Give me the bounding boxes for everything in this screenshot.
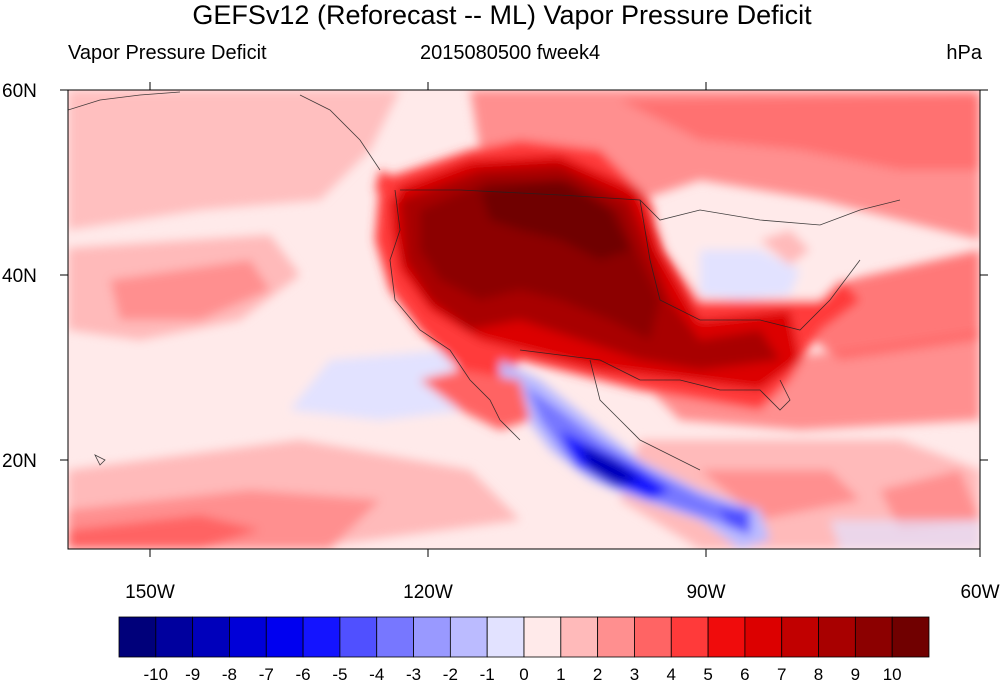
colorbar-swatch: [192, 616, 230, 658]
colorbar-swatch: [891, 616, 930, 658]
axis-ticks: [60, 82, 988, 557]
colorbar-label: 7: [777, 665, 786, 684]
colorbar-swatch: [597, 616, 635, 658]
colorbar-label: 8: [814, 665, 823, 684]
lon-label-120w: 120W: [403, 582, 453, 603]
forecast-time-label: 2015080500 fweek4: [420, 42, 601, 64]
colorbar-label: 9: [851, 665, 860, 684]
colorbar-label: 6: [740, 665, 749, 684]
colorbar-label: -9: [185, 665, 200, 684]
colorbar-label: -1: [480, 665, 495, 684]
colorbar-swatch: [670, 616, 709, 658]
lat-label-40n: 40N: [2, 266, 37, 287]
colorbar-label: 4: [667, 665, 676, 684]
colorbar-label: 5: [703, 665, 712, 684]
colorbar-label: 0: [519, 665, 528, 684]
colorbar-swatch: [413, 616, 451, 658]
map-frame: [67, 89, 981, 550]
colorbar-label: -5: [332, 665, 347, 684]
colorbar-swatch: [302, 616, 341, 658]
colorbar-swatch: [229, 616, 267, 658]
lat-label-60n: 60N: [2, 81, 37, 102]
colorbar-label: -6: [296, 665, 311, 684]
lon-label-90w: 90W: [686, 582, 725, 603]
colorbar-label: 2: [593, 665, 602, 684]
colorbar: -10 -9 -8 -7 -6 -5 -4 -3 -2 -1 0 1 2 3 4 5 6 7 8 9 10: [118, 616, 930, 684]
coastlines: [68, 91, 901, 471]
colorbar-swatch: [523, 616, 562, 658]
colorbar-label: -3: [406, 665, 421, 684]
colorbar-label: -4: [369, 665, 384, 684]
colorbar-swatch: [560, 616, 599, 658]
colorbar-label: -7: [259, 665, 274, 684]
colorbar-label: -8: [222, 665, 237, 684]
colorbar-swatch: [118, 616, 157, 658]
lon-label-150w: 150W: [125, 582, 175, 603]
lon-label-60w: 60W: [960, 582, 999, 603]
map-title: GEFSv12 (Reforecast -- ML) Vapor Pressur…: [192, 0, 812, 30]
colorbar-swatch: [155, 616, 194, 658]
map-field: [68, 90, 980, 549]
colorbar-label: -2: [443, 665, 458, 684]
colorbar-label: 1: [556, 665, 565, 684]
colorbar-label: 10: [883, 665, 902, 684]
colorbar-swatch: [376, 616, 414, 658]
colorbar-swatch: [818, 616, 856, 658]
colorbar-swatch: [781, 616, 819, 658]
variable-label: Vapor Pressure Deficit: [68, 42, 267, 64]
colorbar-swatch: [707, 616, 746, 658]
colorbar-label: -10: [144, 665, 169, 684]
colorbar-swatch: [449, 616, 488, 658]
colorbar-swatch: [854, 616, 893, 658]
colorbar-swatch: [339, 616, 378, 658]
colorbar-swatch: [486, 616, 525, 658]
colorbar-swatch: [634, 616, 672, 658]
colorbar-label: 3: [630, 665, 639, 684]
lat-label-20n: 20N: [2, 451, 37, 472]
units-label: hPa: [946, 42, 982, 64]
colorbar-swatch: [744, 616, 783, 658]
colorbar-swatch: [265, 616, 304, 658]
